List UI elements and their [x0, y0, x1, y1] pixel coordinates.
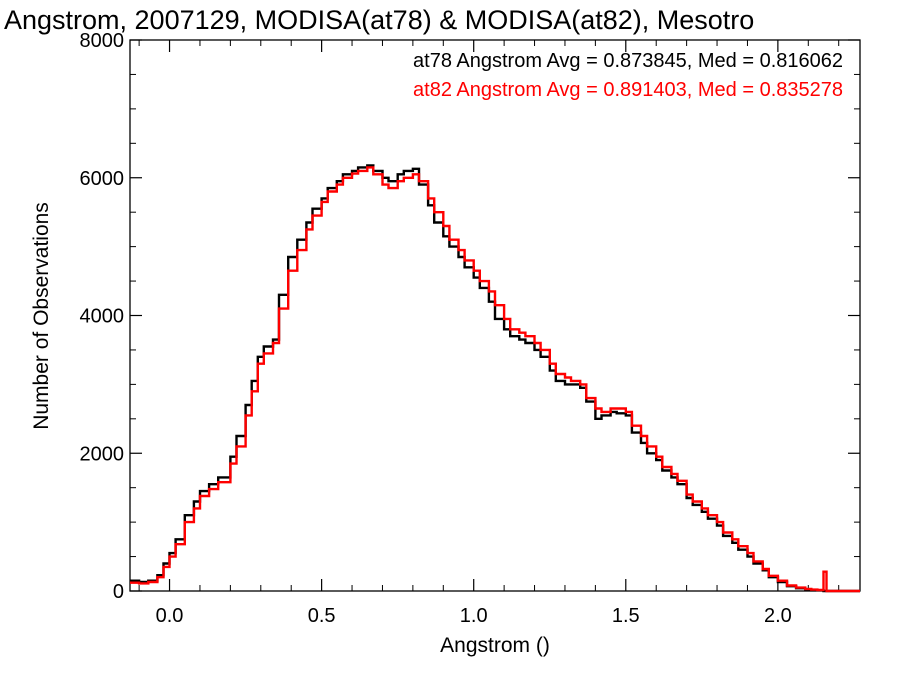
x-axis-label: Angstrom ()	[440, 634, 550, 657]
chart-title: Angstrom, 2007129, MODISA(at78) & MODISA…	[4, 5, 754, 35]
x-tick-label: 1.0	[460, 605, 488, 627]
y-tick-label: 0	[113, 581, 124, 603]
series-at78-line	[130, 164, 860, 593]
annotation-at78: at78 Angstrom Avg = 0.873845, Med = 0.81…	[413, 50, 843, 72]
x-axis-ticks: 0.0 0.5 1.0 1.5 2.0	[138, 40, 840, 627]
annotation-at82: at82 Angstrom Avg = 0.891403, Med = 0.83…	[413, 79, 843, 101]
x-tick-label: 2.0	[764, 605, 792, 627]
y-tick-label: 2000	[80, 443, 125, 465]
y-tick-label: 6000	[80, 168, 125, 190]
x-tick-label: 0.0	[156, 605, 184, 627]
y-tick-label: 8000	[80, 30, 125, 52]
x-tick-label: 0.5	[308, 605, 336, 627]
series-at82-line	[130, 166, 860, 593]
y-tick-label: 4000	[80, 306, 125, 328]
series-layer	[130, 164, 860, 593]
y-axis-label: Number of Observations	[30, 202, 53, 430]
y-axis-ticks: 0 2000 4000 6000 8000	[80, 30, 860, 603]
x-tick-label: 1.5	[612, 605, 640, 627]
